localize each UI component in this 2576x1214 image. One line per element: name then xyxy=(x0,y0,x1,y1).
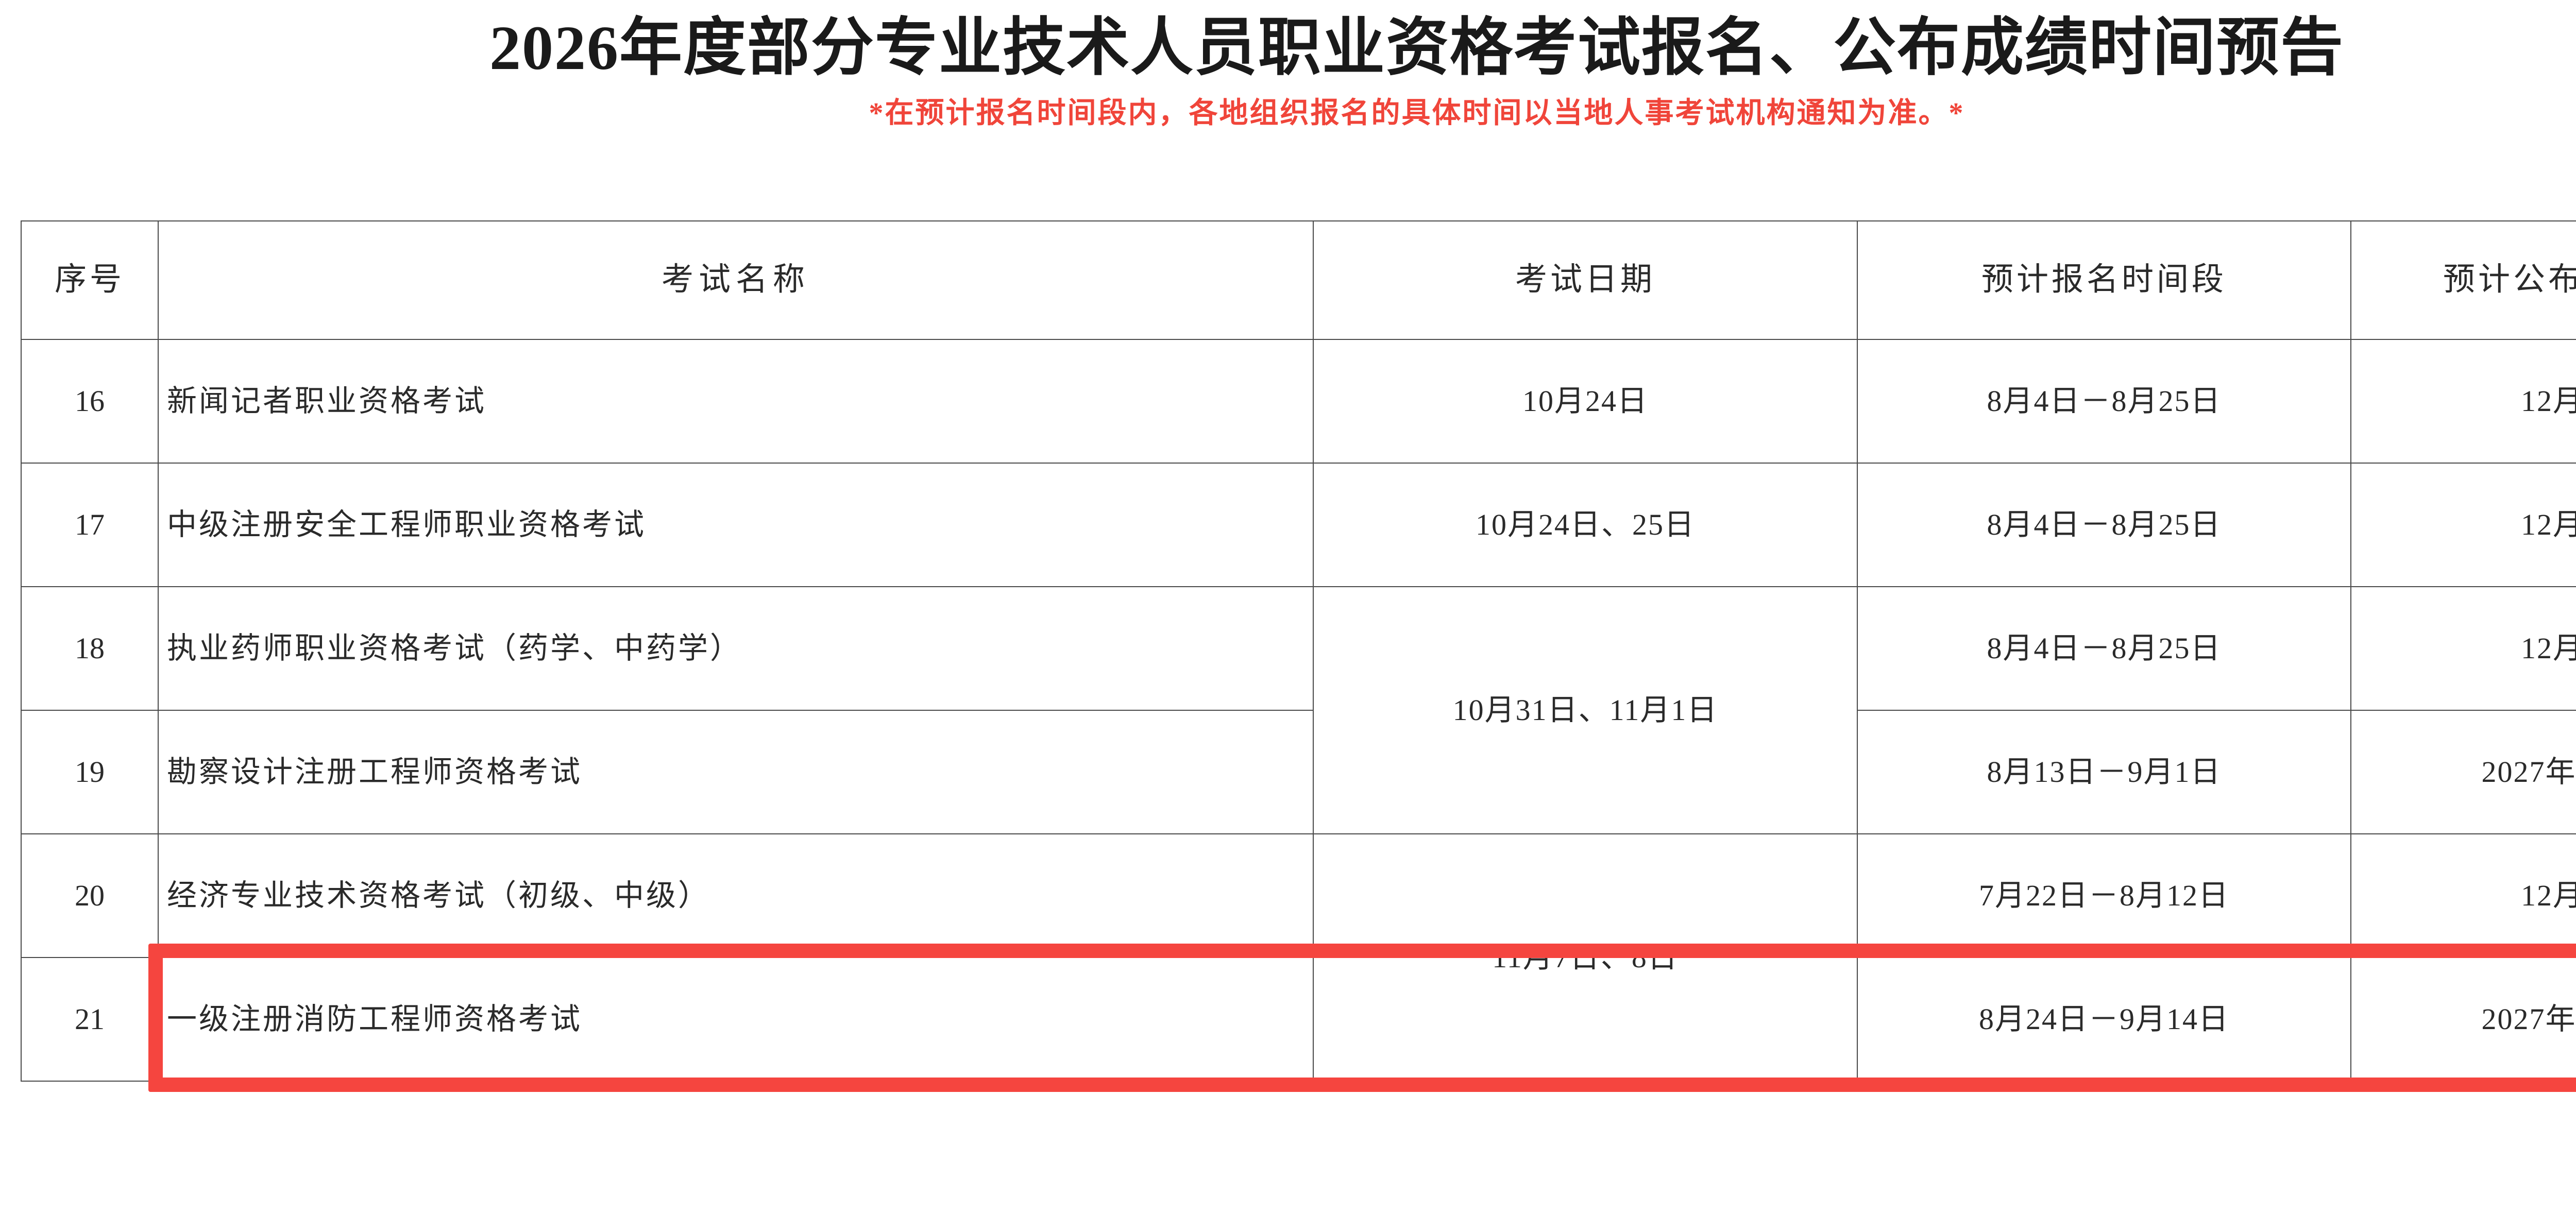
table-header-row: 序号 考试名称 考试日期 预计报名时间段 预计公布成绩时间 xyxy=(21,220,2576,340)
page-subtitle-note: *在预计报名时间段内，各地组织报名的具体时间以当地人事考试机构通知为准。* xyxy=(869,97,1965,129)
cell-exam-date-merged: 11月7日、8日 xyxy=(1313,833,1858,1082)
cell-exam-name: 经济专业技术资格考试（初级、中级） xyxy=(158,833,1314,958)
cell-registration: 8月4日－8月25日 xyxy=(1857,586,2351,711)
column-header-exam-name: 考试名称 xyxy=(158,220,1314,340)
cell-registration: 8月4日－8月25日 xyxy=(1857,339,2351,464)
cell-exam-date: 10月24日 xyxy=(1313,339,1858,464)
column-header-exam-date: 考试日期 xyxy=(1313,220,1858,340)
column-header-registration: 预计报名时间段 xyxy=(1857,220,2351,340)
exam-schedule-table: 序号 考试名称 考试日期 预计报名时间段 预计公布成绩时间 16 新闻记者职业资… xyxy=(21,220,2576,1082)
cell-registration: 7月22日－8月12日 xyxy=(1857,833,2351,958)
cell-exam-name: 新闻记者职业资格考试 xyxy=(158,339,1314,464)
cell-registration: 8月13日－9月1日 xyxy=(1857,710,2351,834)
table-row: 17 中级注册安全工程师职业资格考试 10月24日、25日 8月4日－8月25日… xyxy=(21,463,2576,587)
cell-result-time: 12月上旬 xyxy=(2350,833,2576,958)
cell-result-time: 2027年1月上旬 xyxy=(2350,710,2576,834)
cell-no: 18 xyxy=(21,586,159,711)
table-row-highlighted: 20 经济专业技术资格考试（初级、中级） 11月7日、8日 7月22日－8月12… xyxy=(21,833,2576,1082)
table-header: 序号 考试名称 考试日期 预计报名时间段 预计公布成绩时间 xyxy=(21,220,2576,340)
cell-result-time: 12月中旬 xyxy=(2350,586,2576,711)
table-body: 16 新闻记者职业资格考试 10月24日 8月4日－8月25日 12月下旬 17… xyxy=(21,339,2576,1082)
table-row: 18 执业药师职业资格考试（药学、中药学） 10月31日、11月1日 8月4日－… xyxy=(21,586,2576,834)
cell-exam-name: 执业药师职业资格考试（药学、中药学） xyxy=(158,586,1314,711)
column-header-result-time: 预计公布成绩时间 xyxy=(2350,220,2576,340)
cell-result-time: 2027年1月下旬 xyxy=(2350,957,2576,1082)
column-header-no: 序号 xyxy=(21,220,159,340)
cell-no: 17 xyxy=(21,463,159,587)
cell-exam-date: 10月24日、25日 xyxy=(1313,463,1858,587)
cell-exam-name: 一级注册消防工程师资格考试 xyxy=(158,957,1314,1082)
table-row: 16 新闻记者职业资格考试 10月24日 8月4日－8月25日 12月下旬 xyxy=(21,339,2576,464)
cell-result-time: 12月下旬 xyxy=(2350,463,2576,587)
cell-exam-name: 勘察设计注册工程师资格考试 xyxy=(158,710,1314,834)
cell-no: 16 xyxy=(21,339,159,464)
cell-no: 19 xyxy=(21,710,159,834)
cell-result-time: 12月下旬 xyxy=(2350,339,2576,464)
cell-exam-date-merged: 10月31日、11月1日 xyxy=(1313,586,1858,834)
cell-no: 21 xyxy=(21,957,159,1082)
cell-exam-name: 中级注册安全工程师职业资格考试 xyxy=(158,463,1314,587)
schedule-table-wrapper: 序号 考试名称 考试日期 预计报名时间段 预计公布成绩时间 16 新闻记者职业资… xyxy=(21,220,2576,1082)
table-row: 21 一级注册消防工程师资格考试 8月24日－9月14日 2027年1月下旬 xyxy=(21,957,2576,1082)
table-row: 19 勘察设计注册工程师资格考试 8月13日－9月1日 2027年1月上旬 xyxy=(21,710,2576,834)
cell-registration: 8月24日－9月14日 xyxy=(1857,957,2351,1082)
cell-registration: 8月4日－8月25日 xyxy=(1857,463,2351,587)
page-title: 2026年度部分专业技术人员职业资格考试报名、公布成绩时间预告 xyxy=(489,13,2344,83)
cell-no: 20 xyxy=(21,833,159,958)
